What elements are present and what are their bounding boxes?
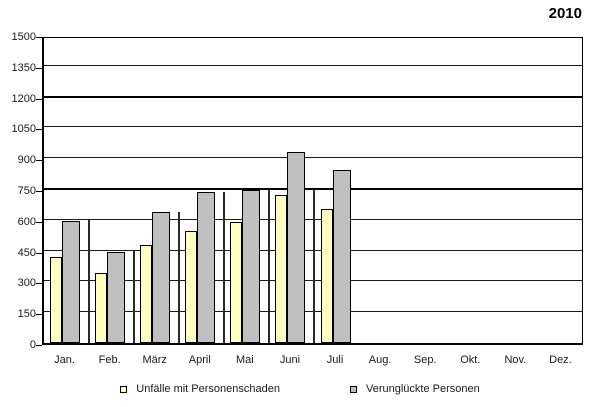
legend-swatch-unfaelle-icon (120, 385, 128, 393)
y-axis-tick-1050 (36, 129, 42, 131)
bar-unfaelle-März (140, 245, 153, 343)
y-axis-label-1350: 1350 (11, 61, 36, 74)
x-axis-label-Sep: Sep. (413, 354, 437, 366)
y-axis-tick-1350 (36, 67, 42, 69)
bar-verungluekte-Feb (107, 251, 126, 343)
y-axis-tick-0 (36, 345, 42, 346)
y-axis-tick-1200 (36, 98, 42, 100)
x-axis-label-Dez: Dez. (549, 354, 572, 366)
y-axis-label-1050: 1050 (11, 123, 36, 136)
bar-verungluekte-Juli (332, 169, 351, 343)
legend-swatch-verungluekte-icon (349, 385, 357, 393)
group-separator-0 (87, 219, 90, 343)
bar-unfaelle-April (185, 231, 198, 343)
x-axis-label-Juli: Juli (326, 354, 344, 366)
gridline-y-1050 (44, 126, 582, 128)
group-separator-1 (132, 250, 135, 343)
legend-item-verungluekte: Verunglückte Personen (349, 383, 480, 395)
y-axis-label-600: 600 (17, 215, 36, 228)
group-separator-5 (313, 189, 315, 343)
y-axis-tick-1500 (36, 37, 42, 38)
y-axis-label-0: 0 (29, 339, 36, 351)
bar-verungluekte-Mai (242, 190, 261, 343)
bar-verungluekte-März (152, 211, 171, 343)
bar-verungluekte-Juni (287, 152, 306, 343)
legend-item-unfaelle: Unfälle mit Personenschaden (120, 383, 280, 395)
x-axis-label-Juni: Juni (279, 354, 301, 366)
y-axis-tick-150 (36, 314, 42, 316)
legend-label-verungluekte: Verunglückte Personen (365, 383, 480, 395)
y-axis-label-300: 300 (17, 277, 36, 290)
legend-label-unfaelle: Unfälle mit Personenschaden (136, 383, 280, 395)
plot-area (42, 37, 583, 345)
y-axis-tick-300 (36, 283, 42, 285)
y-axis-label-750: 750 (17, 185, 36, 197)
x-axis-label-April: April (188, 354, 211, 366)
bar-verungluekte-Jan (62, 220, 81, 343)
bar-unfaelle-Jan (50, 256, 63, 343)
y-axis-tick-600 (36, 221, 42, 223)
x-axis-label-Mai: Mai (236, 354, 254, 366)
bar-unfaelle-Feb (95, 273, 108, 343)
x-axis-label-Jan: Jan. (54, 354, 75, 366)
group-separator-2 (177, 211, 180, 343)
chart-year-title: 2010 (548, 5, 582, 22)
y-axis-tick-900 (36, 160, 42, 162)
x-axis-label-Aug: Aug. (368, 354, 392, 366)
gridline-y-900 (44, 157, 582, 159)
x-axis-label-März: März (142, 354, 167, 366)
bar-unfaelle-Juli (320, 208, 333, 343)
bar-unfaelle-Mai (230, 221, 243, 343)
y-axis-label-900: 900 (17, 154, 36, 167)
legend: Unfälle mit Personenschaden Verunglückte… (0, 383, 600, 395)
y-axis-tick-750 (36, 191, 42, 192)
bar-verungluekte-April (197, 192, 216, 343)
bar-unfaelle-Juni (275, 195, 288, 343)
y-axis-label-450: 450 (17, 246, 36, 259)
y-axis-label-150: 150 (17, 308, 36, 321)
gridline-y-1200 (44, 95, 582, 98)
x-axis-label-Nov: Nov. (504, 354, 527, 366)
group-separator-3 (222, 192, 225, 343)
y-axis-label-1500: 1500 (11, 31, 36, 43)
gridline-y-1350 (44, 64, 582, 66)
group-separator-4 (267, 190, 270, 343)
x-axis-label-Okt: Okt. (460, 354, 481, 366)
x-axis-label-Feb: Feb. (98, 354, 121, 366)
y-axis-label-1200: 1200 (11, 92, 36, 105)
y-axis-tick-450 (36, 252, 42, 254)
